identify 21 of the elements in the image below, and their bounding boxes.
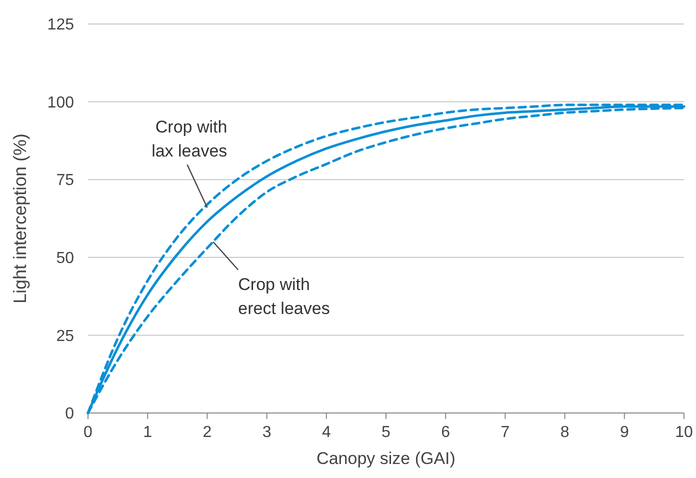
annotation: Crop with erect leaves: [238, 274, 330, 318]
y-tick-label: 125: [47, 16, 74, 34]
x-tick-label: 9: [620, 424, 629, 441]
x-tick-label: 10: [675, 424, 693, 441]
x-tick-label: 7: [500, 424, 510, 441]
x-tick-label: 3: [262, 424, 272, 441]
annotation: Crop with lax leaves: [152, 118, 228, 161]
x-tick-label: 2: [202, 424, 212, 441]
x-axis-title: Canopy size (GAI): [316, 449, 456, 468]
y-tick-label: 50: [56, 250, 74, 267]
y-tick-label: 100: [47, 94, 74, 112]
y-tick-label: 75: [56, 172, 74, 190]
y-axis-title: Light interception (%): [10, 133, 30, 304]
x-tick-label: 5: [382, 424, 391, 441]
y-tick-label: 0: [65, 406, 74, 423]
x-tick-label: 6: [441, 424, 450, 441]
x-tick-label: 1: [143, 424, 152, 441]
x-tick-label: 4: [322, 424, 331, 441]
x-tick-label: 8: [560, 424, 570, 441]
y-tick-label: 25: [56, 328, 74, 345]
x-tick-label: 0: [84, 424, 93, 441]
